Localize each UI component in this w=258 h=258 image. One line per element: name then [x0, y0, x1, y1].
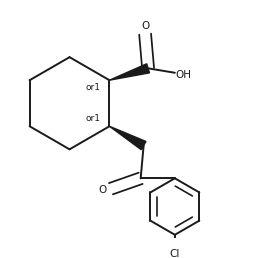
Polygon shape: [109, 64, 149, 80]
Text: OH: OH: [176, 70, 192, 80]
Text: O: O: [98, 185, 107, 195]
Text: O: O: [141, 21, 149, 30]
Text: or1: or1: [86, 83, 101, 92]
Polygon shape: [109, 126, 146, 150]
Text: or1: or1: [86, 114, 101, 123]
Text: Cl: Cl: [170, 249, 180, 258]
